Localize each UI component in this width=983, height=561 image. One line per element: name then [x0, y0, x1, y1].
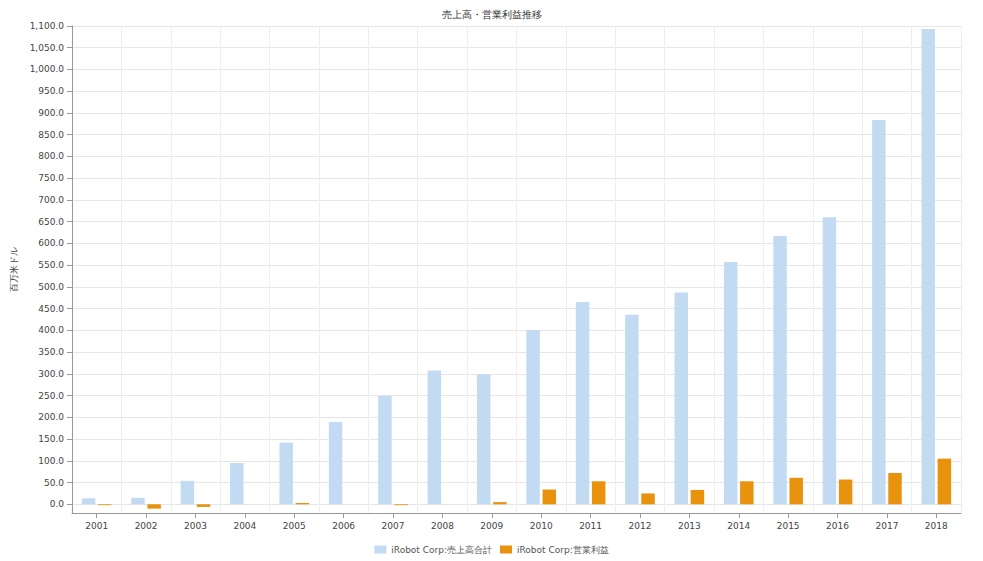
svg-text:900.0: 900.0 — [38, 108, 64, 118]
svg-text:700.0: 700.0 — [38, 195, 64, 205]
svg-text:500.0: 500.0 — [38, 282, 64, 292]
svg-text:2011: 2011 — [579, 521, 602, 531]
svg-text:2006: 2006 — [332, 521, 355, 531]
svg-text:300.0: 300.0 — [38, 369, 64, 379]
svg-text:2009: 2009 — [480, 521, 503, 531]
svg-text:250.0: 250.0 — [38, 391, 64, 401]
svg-text:2010: 2010 — [530, 521, 553, 531]
svg-text:750.0: 750.0 — [38, 173, 64, 183]
svg-text:950.0: 950.0 — [38, 86, 64, 96]
svg-text:550.0: 550.0 — [38, 260, 64, 270]
svg-text:2003: 2003 — [184, 521, 207, 531]
svg-text:450.0: 450.0 — [38, 304, 64, 314]
svg-text:2012: 2012 — [629, 521, 652, 531]
svg-text:2017: 2017 — [875, 521, 898, 531]
svg-text:iRobot Corp:売上高合計: iRobot Corp:売上高合計 — [391, 545, 492, 555]
svg-text:850.0: 850.0 — [38, 130, 64, 140]
svg-text:150.0: 150.0 — [38, 434, 64, 444]
svg-text:2015: 2015 — [777, 521, 800, 531]
svg-text:2008: 2008 — [431, 521, 454, 531]
svg-text:800.0: 800.0 — [38, 151, 64, 161]
svg-text:1,000.0: 1,000.0 — [30, 64, 65, 74]
svg-text:0.0: 0.0 — [50, 499, 65, 509]
svg-text:2014: 2014 — [727, 521, 750, 531]
svg-text:1,050.0: 1,050.0 — [30, 43, 65, 53]
svg-text:400.0: 400.0 — [38, 325, 64, 335]
svg-text:2018: 2018 — [925, 521, 948, 531]
svg-text:1,100.0: 1,100.0 — [30, 21, 65, 31]
svg-text:iRobot Corp:営業利益: iRobot Corp:営業利益 — [517, 545, 609, 555]
svg-text:2001: 2001 — [85, 521, 108, 531]
svg-text:200.0: 200.0 — [38, 412, 64, 422]
svg-text:2005: 2005 — [283, 521, 306, 531]
svg-text:百万米ドル: 百万米ドル — [9, 247, 19, 292]
svg-text:50.0: 50.0 — [44, 478, 64, 488]
svg-text:350.0: 350.0 — [38, 347, 64, 357]
svg-text:650.0: 650.0 — [38, 217, 64, 227]
svg-text:売上高・営業利益推移: 売上高・営業利益推移 — [442, 9, 542, 20]
svg-text:2004: 2004 — [233, 521, 256, 531]
svg-text:2002: 2002 — [135, 521, 158, 531]
svg-text:2016: 2016 — [826, 521, 849, 531]
svg-text:2013: 2013 — [678, 521, 701, 531]
svg-text:600.0: 600.0 — [38, 238, 64, 248]
svg-text:2007: 2007 — [382, 521, 405, 531]
svg-text:100.0: 100.0 — [38, 456, 64, 466]
